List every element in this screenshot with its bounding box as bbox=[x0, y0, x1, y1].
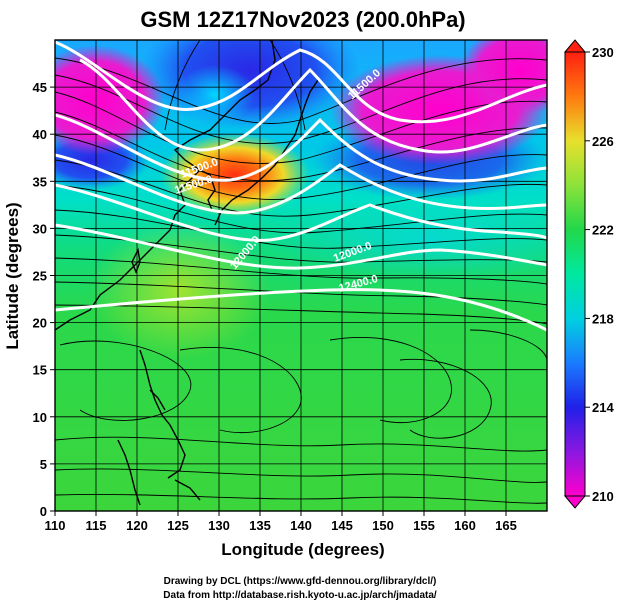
y-tick-label: 25 bbox=[33, 269, 47, 284]
x-tick-label: 120 bbox=[126, 518, 148, 533]
x-axis: 110 115 120 125 130 135 140 145 150 155 160 165 bbox=[45, 511, 517, 533]
y-tick-label: 20 bbox=[33, 316, 47, 331]
y-tick-label: 40 bbox=[33, 127, 47, 142]
y-tick-label: 35 bbox=[33, 174, 47, 189]
credit-line-2: Data from http://database.rish.kyoto-u.a… bbox=[163, 590, 437, 601]
colorbar-tick-label: 230 bbox=[592, 45, 614, 60]
y-tick-label: 45 bbox=[33, 80, 47, 95]
colorbar-tick-label: 226 bbox=[592, 134, 614, 149]
x-tick-label: 115 bbox=[86, 518, 107, 533]
y-tick-label: 0 bbox=[40, 504, 47, 519]
colorbar: 230 226 222 218 214 210 bbox=[563, 39, 614, 509]
grid-lines bbox=[55, 40, 547, 511]
credit-line-1: Drawing by DCL (https://www.gfd-dennou.o… bbox=[164, 576, 437, 587]
x-tick-label: 155 bbox=[413, 518, 435, 533]
coastlines bbox=[55, 40, 319, 506]
x-tick-label: 150 bbox=[372, 518, 394, 533]
x-tick-label: 160 bbox=[454, 518, 476, 533]
height-contours bbox=[55, 40, 547, 332]
x-tick-label: 110 bbox=[45, 518, 66, 533]
colorbar-gradient bbox=[564, 51, 586, 497]
y-axis-label: Latitude (degrees) bbox=[3, 202, 22, 349]
colorbar-tick-label: 210 bbox=[592, 489, 614, 504]
x-tick-label: 140 bbox=[290, 518, 312, 533]
colorbar-bottom-arrow bbox=[563, 495, 587, 509]
colorbar-tick-label: 218 bbox=[592, 311, 614, 326]
colorbar-top-arrow bbox=[563, 39, 587, 53]
y-tick-label: 5 bbox=[40, 457, 47, 472]
x-tick-label: 130 bbox=[208, 518, 230, 533]
x-tick-label: 165 bbox=[495, 518, 517, 533]
colorbar-tick-label: 222 bbox=[592, 223, 614, 238]
chart-title: GSM 12Z17Nov2023 (200.0hPa) bbox=[140, 7, 465, 32]
colorbar-tick-label: 214 bbox=[592, 400, 614, 415]
x-tick-label: 125 bbox=[167, 518, 189, 533]
x-tick-label: 135 bbox=[249, 518, 271, 533]
y-tick-label: 15 bbox=[33, 363, 47, 378]
y-tick-label: 30 bbox=[33, 221, 47, 236]
x-axis-label: Longitude (degrees) bbox=[221, 540, 384, 559]
x-tick-label: 145 bbox=[331, 518, 353, 533]
y-axis: 0 5 10 15 20 25 30 35 40 45 bbox=[33, 80, 55, 519]
field-warm-core bbox=[160, 133, 310, 217]
field-cyan-north bbox=[175, 65, 255, 125]
y-tick-label: 10 bbox=[33, 410, 47, 425]
